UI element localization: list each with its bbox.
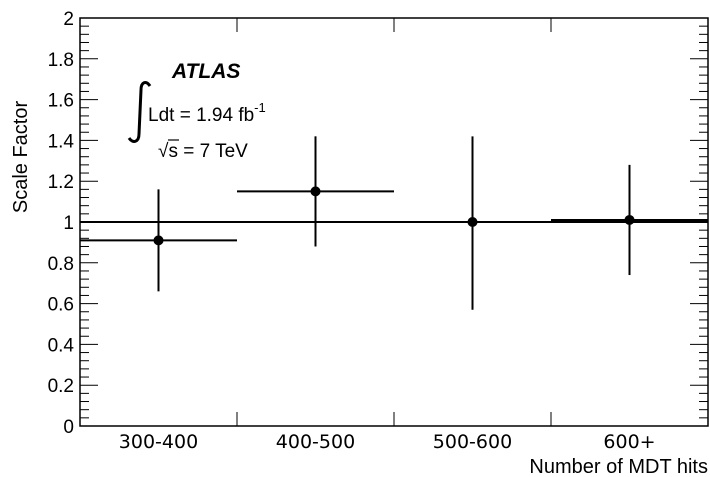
y-tick-label: 1 (63, 213, 74, 234)
data-marker (153, 235, 164, 246)
y-axis-ticks (80, 17, 708, 427)
data-point-500-600 (394, 136, 551, 310)
x-category-label: 300-400 (119, 431, 198, 453)
x-category-label: 600+ (603, 431, 655, 453)
x-axis-ticks (79, 18, 709, 426)
y-tick-label: 2 (63, 9, 74, 30)
x-axis-category-labels: 300-400 400-500 500-600 600+ (119, 431, 656, 453)
data-point-600+ (551, 164, 708, 276)
x-category-label: 400-500 (276, 431, 355, 453)
y-tick-label: 1.2 (48, 172, 74, 193)
y-axis-tick-labels: 0 0.2 0.4 0.6 0.8 1 1.2 1.4 1.6 1.8 2 (48, 9, 75, 438)
data-point-400-500 (237, 136, 394, 247)
data-marker (624, 214, 635, 225)
y-tick-label: 1.4 (48, 131, 75, 152)
y-tick-label: 0 (63, 417, 74, 438)
data-marker (467, 217, 478, 227)
data-point-300-400 (80, 189, 237, 292)
data-marker (310, 186, 321, 197)
y-tick-label: 1.6 (48, 91, 74, 112)
energy-root-sign: √ (158, 141, 169, 162)
atlas-label: ATLAS (171, 60, 240, 83)
x-axis-title: Number of MDT hits (529, 456, 708, 477)
y-tick-label: 1.8 (48, 50, 74, 71)
luminosity-label: Ldt = 1.94 fb-1 (148, 100, 266, 126)
luminosity-exponent: -1 (254, 100, 266, 115)
energy-variable: s (168, 141, 178, 162)
energy-label: √s = 7 TeV (158, 141, 248, 162)
y-tick-label: 0.8 (48, 254, 74, 275)
y-tick-label: 0.2 (48, 376, 74, 397)
y-axis-title: Scale Factor (10, 101, 32, 214)
y-tick-label: 0.6 (48, 295, 74, 316)
data-points (80, 136, 708, 310)
y-tick-label: 0.4 (48, 335, 75, 356)
luminosity-value: Ldt = 1.94 fb (148, 105, 254, 126)
x-category-label: 500-600 (433, 431, 512, 453)
energy-value: = 7 TeV (178, 141, 248, 162)
integral-sign (127, 81, 152, 143)
